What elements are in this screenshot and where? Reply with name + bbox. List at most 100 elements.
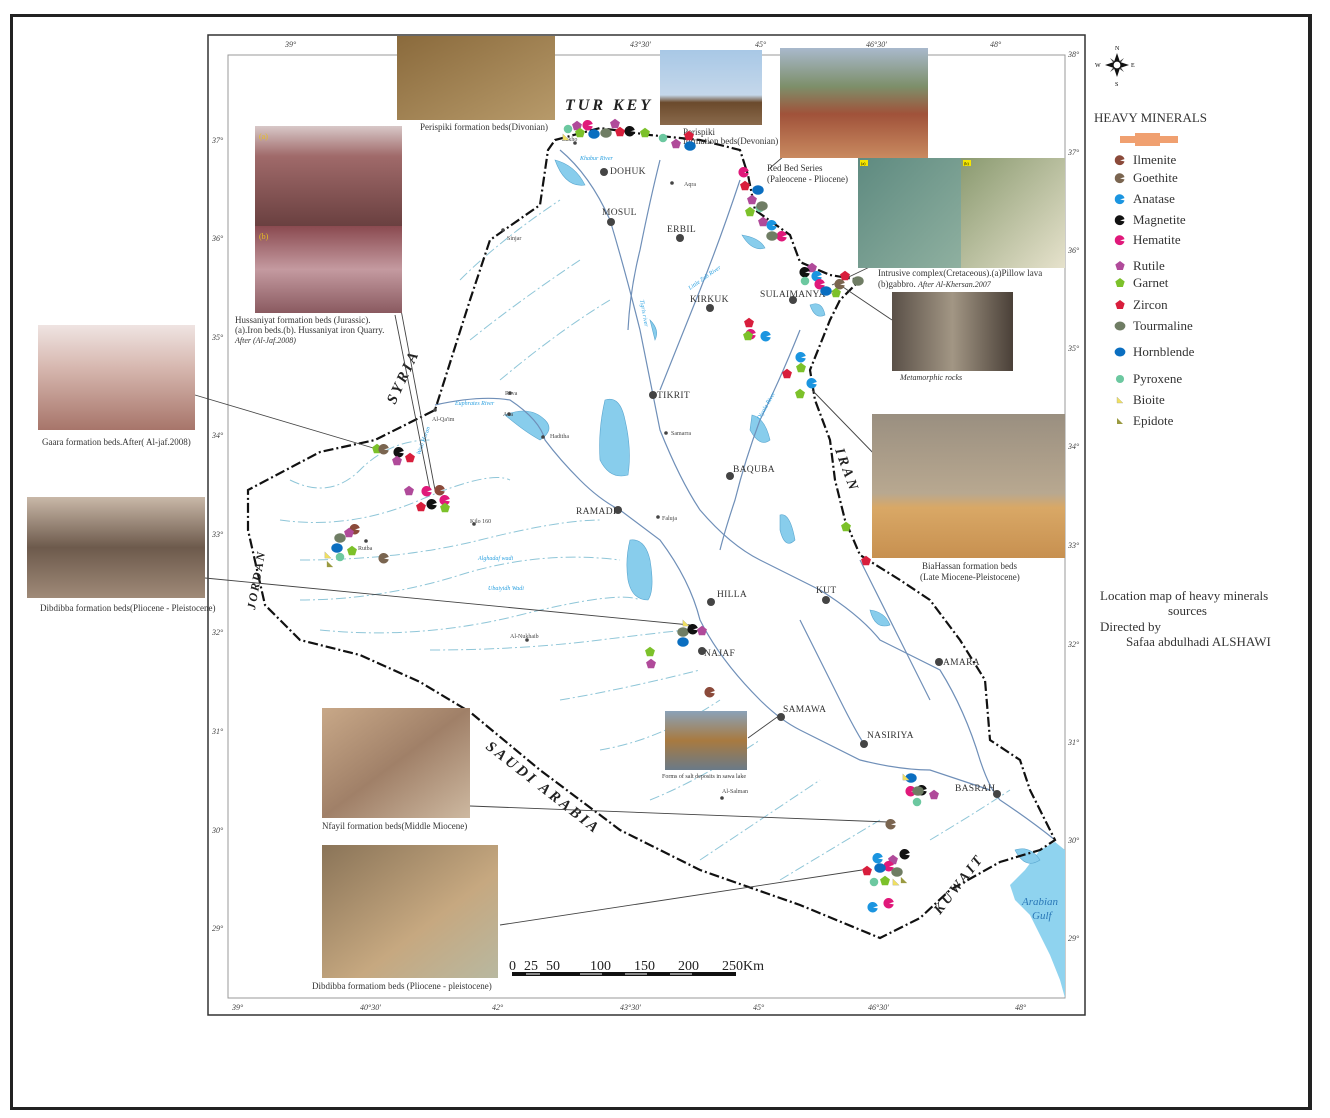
photo-caption: (Paleocene - Pliocene) <box>767 174 848 184</box>
city-dot <box>364 539 368 543</box>
river-label: Euphrates River <box>454 401 495 407</box>
country-label-jordan: JORDAN <box>244 549 268 612</box>
photo-caption: Gaara formation beds.After( Al-jaf.2008) <box>42 437 191 447</box>
tick-label: 35° <box>1067 344 1080 353</box>
photo-biahassan: BiaHassan formation beds (Late Miocene-P… <box>872 414 1065 582</box>
tourmaline-symbol-icon <box>600 128 612 138</box>
goethite-symbol-icon <box>1114 173 1125 184</box>
magnetite-symbol-icon <box>393 447 404 458</box>
legend-label: Hornblende <box>1133 344 1195 359</box>
photo-caption: formation beds(Devonian) <box>683 136 778 146</box>
hornblende-symbol-icon <box>874 863 886 873</box>
city-dot <box>993 790 1001 798</box>
legend-item-rutile: Rutile <box>1115 258 1165 273</box>
legend-item-hematite: Hematite <box>1114 232 1181 247</box>
city-label: Kilo 160 <box>470 519 491 525</box>
longitude-ticks-top: 39° 43°30' 45° 46°30' 48° <box>284 40 1002 49</box>
legend-label: Garnet <box>1133 275 1169 290</box>
photo-caption: BiaHassan formation beds <box>922 561 1017 571</box>
legend-label: Zircon <box>1133 297 1168 312</box>
city-label: TIKRIT <box>657 391 690 401</box>
photo-caption: Nfayil formation beds(Middle Miocene) <box>322 821 467 831</box>
photo-perispiki-divonian: Perispiki formation beds(Divonian) <box>397 36 555 132</box>
magnetite-symbol-icon <box>426 499 437 510</box>
city: Al-Nukhaib <box>510 634 539 642</box>
legend-label: Epidote <box>1133 413 1174 428</box>
city: BASRAH <box>955 784 1001 798</box>
photo-caption: Perispiki formation beds(Divonian) <box>420 122 548 132</box>
bioite-symbol-icon <box>324 551 332 559</box>
legend-item-pyroxene: Pyroxene <box>1115 371 1182 386</box>
city: KIRKUK <box>690 295 728 312</box>
city-label: Haditha <box>550 434 569 440</box>
city: HILLA <box>707 590 747 606</box>
tourmaline-symbol-icon <box>852 276 864 286</box>
zircon-symbol-icon <box>405 452 415 463</box>
city-label: AMARA <box>943 658 980 668</box>
photo-metamorphic-rocks: Metamorphic rocks <box>892 292 1013 382</box>
magnetite-symbol-icon <box>799 267 810 278</box>
city-label: Faluja <box>662 516 677 522</box>
tourmaline-symbol-icon <box>891 867 903 877</box>
legend-label: Bioite <box>1133 392 1165 407</box>
city: Sinjar <box>501 228 521 242</box>
city-label: ERBIL <box>667 225 696 235</box>
river-label: Alghadaf wadi <box>477 555 514 562</box>
tick-label: 34° <box>211 431 224 440</box>
goethite-symbol-icon <box>885 819 896 830</box>
tigris-river <box>559 149 1056 841</box>
tick-label: 29° <box>212 924 224 933</box>
scale-bar: 0 25 50 100 150 200 250Km <box>509 959 764 976</box>
city-dot <box>676 234 684 242</box>
city-dot <box>573 141 577 145</box>
legend: HEAVY MINERALS Ilmenite Goethite Anatase Ma… <box>1094 110 1207 428</box>
city-dot <box>472 522 476 526</box>
rutile-symbol-icon <box>646 658 656 669</box>
river-label: Khabur River <box>579 156 613 162</box>
bioite-symbol-icon <box>1116 396 1124 404</box>
magnetite-symbol-icon <box>1114 215 1125 226</box>
goethite-symbol-icon <box>378 553 389 564</box>
country-label-kuwait: KUWAIT <box>931 851 988 918</box>
zircon-symbol-icon <box>416 501 426 512</box>
city-label: Samarra <box>671 431 691 437</box>
photo-red-bed-series: Red Bed Series (Paleocene - Pliocene) <box>767 48 928 184</box>
rutile-symbol-icon <box>404 485 414 496</box>
ilmenite-symbol-icon <box>704 687 715 698</box>
legend-item-anatase: Anatase <box>1114 191 1175 206</box>
rutile-symbol-icon <box>697 625 707 636</box>
rutile-symbol-icon <box>392 455 402 466</box>
zircon-symbol-icon <box>862 865 872 876</box>
magnetite-symbol-icon <box>624 126 635 137</box>
pyroxene-symbol-icon <box>869 877 879 887</box>
city: Al-Qa'im <box>432 408 455 423</box>
latitude-ticks: 38° 37° 37° 36° 36° 35° 35° 34° 34° 33° 33° 32° 32° 3… <box>211 50 1080 943</box>
anatase-symbol-icon <box>867 902 878 913</box>
city-label: MOSUL <box>602 208 637 218</box>
city: NAJAF <box>698 647 735 659</box>
figure-frame <box>10 14 1312 1110</box>
garnet-symbol-icon <box>1115 278 1125 288</box>
photo-caption: Red Bed Series <box>767 163 823 173</box>
city-dot <box>525 638 529 642</box>
tourmaline-symbol-icon <box>766 231 778 241</box>
legend-item-goethite: Goethite <box>1114 170 1178 185</box>
city-label: Rutba <box>358 546 373 552</box>
bioite-symbol-icon <box>682 619 690 627</box>
city: Ana <box>503 412 513 418</box>
garnet-symbol-icon <box>645 646 655 657</box>
tick-label: 38° <box>1067 50 1080 59</box>
city-dot <box>541 435 545 439</box>
anatase-symbol-icon <box>806 378 817 389</box>
garnet-symbol-icon <box>795 388 805 399</box>
map-frame <box>207 34 1086 1016</box>
legend-item-garnet: Garnet <box>1115 275 1169 290</box>
hornblende-symbol-icon <box>588 129 600 139</box>
legend-label: Goethite <box>1133 170 1178 185</box>
legend-label: Hematite <box>1133 232 1181 247</box>
city-label: NASIRIYA <box>867 731 914 741</box>
epidote-symbol-icon <box>1117 418 1123 424</box>
tick-label: 29° <box>1068 934 1080 943</box>
city-dot <box>935 658 943 666</box>
